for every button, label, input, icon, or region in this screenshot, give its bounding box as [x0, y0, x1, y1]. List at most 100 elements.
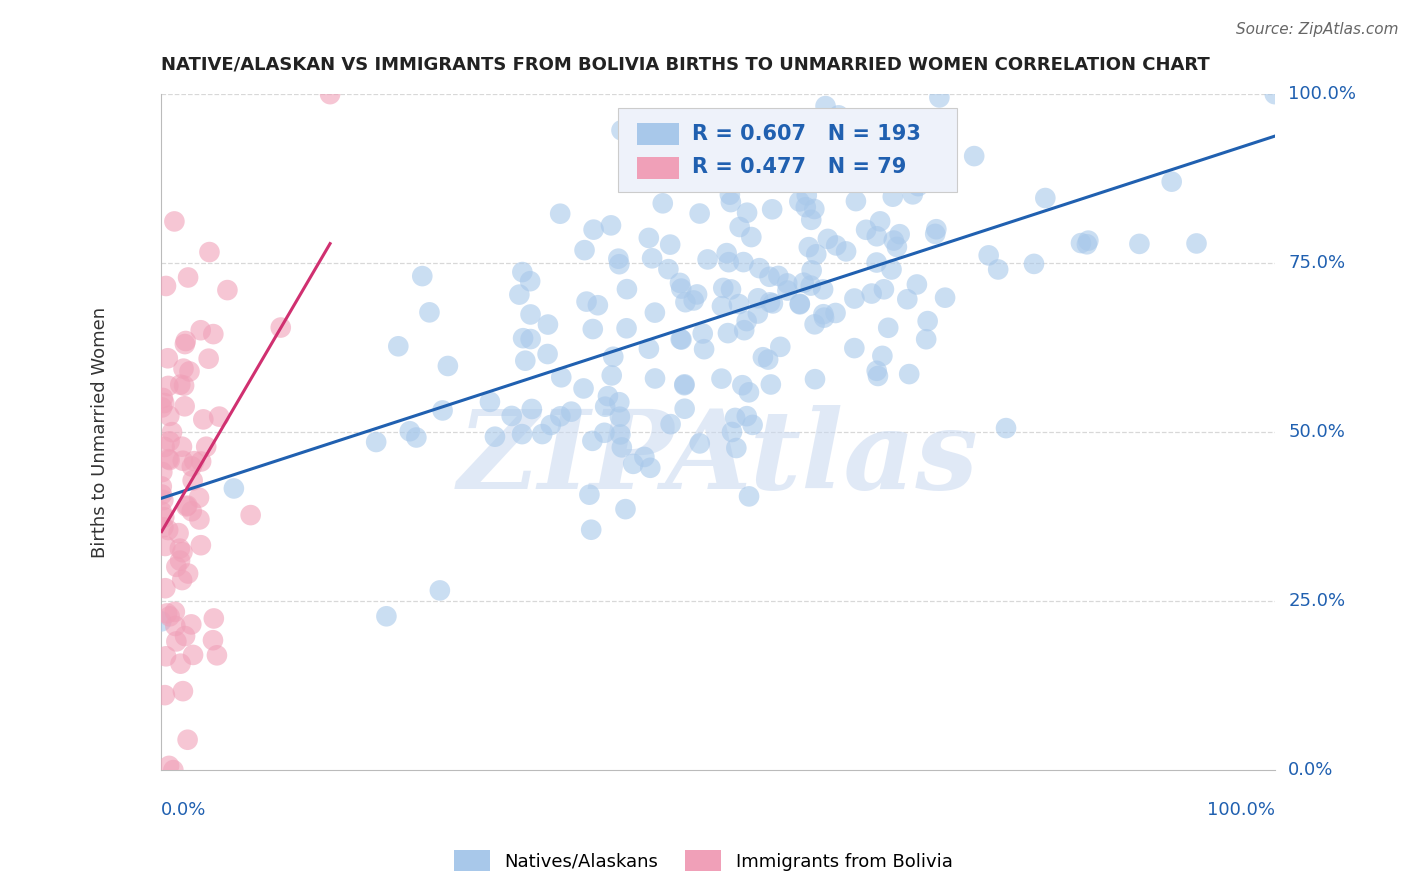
- Point: [155, 581, 177, 595]
- Point: [616, 282, 638, 296]
- Point: [800, 212, 823, 227]
- Point: [537, 318, 560, 332]
- Point: [579, 523, 602, 537]
- Point: [170, 440, 193, 454]
- Point: [741, 417, 763, 432]
- Point: [762, 296, 785, 310]
- Point: [150, 401, 173, 415]
- Point: [596, 389, 619, 403]
- Point: [188, 491, 211, 505]
- Point: [614, 502, 637, 516]
- Point: [638, 342, 661, 356]
- Point: [609, 409, 631, 424]
- Point: [644, 371, 666, 385]
- Point: [689, 206, 711, 220]
- Point: [807, 158, 830, 172]
- Point: [177, 566, 200, 581]
- Point: [1070, 236, 1092, 251]
- Point: [869, 214, 891, 228]
- Point: [752, 350, 775, 364]
- Point: [844, 292, 866, 306]
- Point: [510, 427, 533, 442]
- Point: [761, 202, 783, 217]
- Point: [738, 489, 761, 503]
- Point: [198, 245, 221, 260]
- FancyBboxPatch shape: [637, 157, 679, 178]
- Point: [905, 277, 928, 292]
- Point: [582, 322, 605, 336]
- Point: [928, 131, 950, 145]
- Point: [520, 401, 543, 416]
- Point: [692, 326, 714, 341]
- Point: [901, 187, 924, 202]
- Point: [671, 333, 693, 347]
- Point: [866, 229, 889, 244]
- Point: [716, 246, 738, 260]
- Point: [669, 332, 692, 346]
- Point: [621, 457, 644, 471]
- Point: [877, 320, 900, 334]
- Point: [602, 350, 624, 364]
- Point: [995, 421, 1018, 435]
- Point: [880, 262, 903, 277]
- Point: [724, 411, 747, 425]
- Point: [673, 378, 696, 392]
- Point: [484, 430, 506, 444]
- Text: NATIVE/ALASKAN VS IMMIGRANTS FROM BOLIVIA BIRTHS TO UNMARRIED WOMEN CORRELATION : NATIVE/ALASKAN VS IMMIGRANTS FROM BOLIVI…: [162, 55, 1211, 73]
- Point: [581, 434, 603, 448]
- Point: [607, 257, 630, 271]
- Point: [150, 615, 173, 629]
- Point: [768, 268, 790, 283]
- Point: [560, 404, 582, 418]
- Point: [150, 479, 173, 493]
- Point: [866, 369, 889, 384]
- Point: [638, 460, 661, 475]
- Point: [176, 500, 198, 514]
- Point: [696, 252, 718, 267]
- Point: [512, 265, 534, 279]
- FancyBboxPatch shape: [637, 123, 679, 145]
- Point: [222, 482, 245, 496]
- Point: [188, 512, 211, 526]
- Point: [519, 308, 541, 322]
- Point: [610, 123, 633, 137]
- Point: [747, 291, 769, 305]
- Point: [205, 648, 228, 663]
- Legend: Natives/Alaskans, Immigrants from Bolivia: Natives/Alaskans, Immigrants from Bolivi…: [446, 843, 960, 879]
- Point: [735, 409, 758, 424]
- Point: [759, 295, 782, 310]
- Point: [731, 378, 754, 392]
- Point: [195, 440, 218, 454]
- Point: [156, 607, 179, 621]
- Point: [845, 194, 868, 208]
- Point: [728, 219, 751, 234]
- Point: [671, 282, 693, 296]
- Point: [165, 619, 187, 633]
- Point: [728, 297, 751, 311]
- Point: [782, 163, 804, 178]
- Point: [411, 269, 433, 284]
- Text: ZIPAtlas: ZIPAtlas: [457, 406, 979, 513]
- Point: [797, 240, 820, 254]
- Point: [155, 649, 177, 664]
- Point: [173, 361, 195, 376]
- Point: [150, 487, 173, 501]
- Point: [150, 465, 173, 479]
- Point: [889, 227, 911, 242]
- Point: [173, 378, 195, 392]
- Point: [183, 454, 205, 468]
- Point: [803, 318, 825, 332]
- Point: [176, 499, 198, 513]
- Point: [217, 283, 239, 297]
- Point: [519, 332, 541, 346]
- Point: [1128, 236, 1150, 251]
- Point: [924, 227, 946, 241]
- Point: [776, 284, 799, 298]
- Point: [689, 436, 711, 450]
- Point: [817, 232, 839, 246]
- Point: [669, 276, 692, 290]
- Point: [1076, 237, 1098, 252]
- Point: [898, 367, 921, 381]
- Point: [720, 195, 742, 210]
- Point: [167, 526, 190, 541]
